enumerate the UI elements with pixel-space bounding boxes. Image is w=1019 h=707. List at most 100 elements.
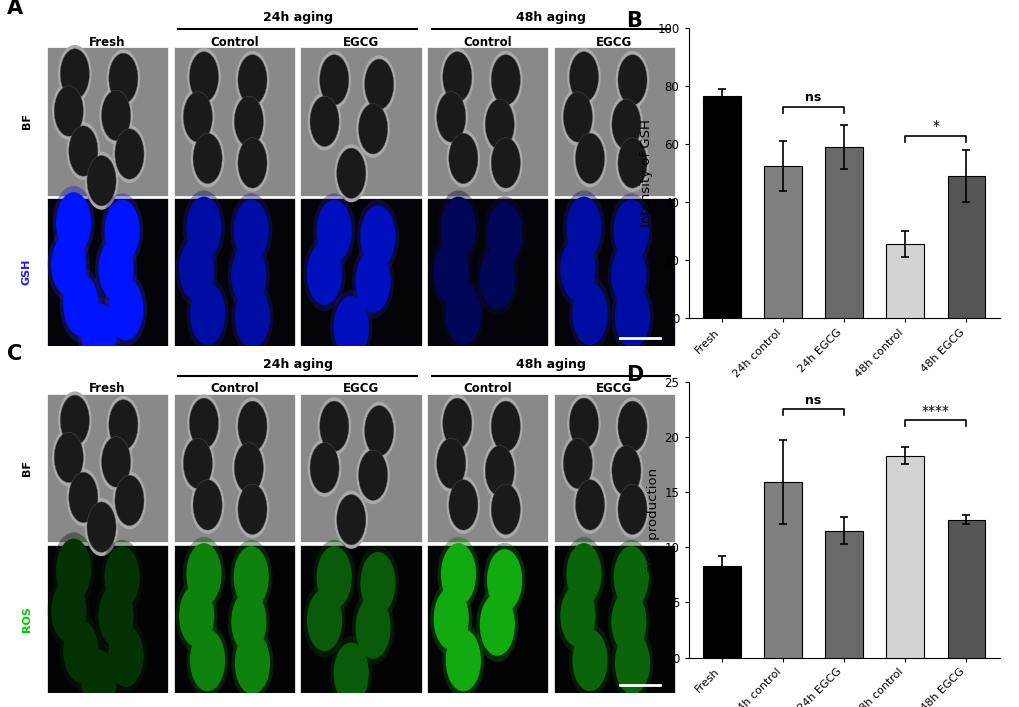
- Ellipse shape: [56, 192, 91, 255]
- Ellipse shape: [448, 133, 478, 184]
- Ellipse shape: [319, 54, 348, 105]
- Ellipse shape: [58, 392, 92, 450]
- Ellipse shape: [566, 543, 601, 605]
- Text: Control: Control: [463, 36, 512, 49]
- Ellipse shape: [440, 48, 474, 106]
- Ellipse shape: [559, 585, 595, 647]
- Ellipse shape: [68, 472, 98, 522]
- Ellipse shape: [87, 156, 116, 206]
- Bar: [947, 520, 984, 658]
- Ellipse shape: [434, 88, 468, 146]
- Ellipse shape: [193, 479, 222, 530]
- Ellipse shape: [313, 194, 355, 268]
- Bar: [824, 147, 862, 318]
- Text: D: D: [626, 366, 643, 385]
- Bar: [427, 198, 548, 346]
- Ellipse shape: [352, 590, 393, 665]
- Bar: [553, 394, 675, 542]
- Ellipse shape: [51, 580, 87, 643]
- Ellipse shape: [85, 498, 118, 556]
- Ellipse shape: [231, 590, 266, 653]
- Ellipse shape: [77, 643, 120, 707]
- Text: 24h aging: 24h aging: [262, 11, 332, 25]
- Ellipse shape: [181, 434, 214, 492]
- Ellipse shape: [107, 396, 140, 454]
- Bar: [427, 394, 548, 542]
- Ellipse shape: [310, 443, 338, 493]
- Ellipse shape: [99, 238, 133, 300]
- Ellipse shape: [362, 402, 395, 460]
- Ellipse shape: [575, 479, 604, 530]
- Ellipse shape: [182, 537, 225, 612]
- Ellipse shape: [105, 199, 140, 262]
- Ellipse shape: [82, 303, 116, 366]
- Ellipse shape: [486, 203, 522, 265]
- Ellipse shape: [436, 438, 466, 489]
- Ellipse shape: [436, 92, 466, 142]
- Ellipse shape: [183, 92, 212, 142]
- Ellipse shape: [479, 247, 515, 310]
- Ellipse shape: [618, 138, 646, 188]
- Text: EGCG: EGCG: [342, 382, 379, 395]
- Ellipse shape: [48, 228, 90, 302]
- Ellipse shape: [556, 232, 598, 307]
- Ellipse shape: [233, 199, 269, 262]
- Ellipse shape: [231, 626, 273, 701]
- Ellipse shape: [319, 401, 348, 452]
- Ellipse shape: [562, 190, 604, 265]
- Ellipse shape: [316, 199, 352, 262]
- Ellipse shape: [52, 532, 95, 607]
- Text: EGCG: EGCG: [342, 36, 379, 49]
- Ellipse shape: [82, 650, 116, 707]
- Ellipse shape: [190, 52, 218, 102]
- Ellipse shape: [60, 614, 102, 689]
- Ellipse shape: [609, 194, 652, 268]
- Ellipse shape: [569, 623, 610, 698]
- Ellipse shape: [313, 540, 355, 614]
- Ellipse shape: [237, 138, 267, 188]
- Text: Control: Control: [463, 382, 512, 395]
- Ellipse shape: [63, 620, 99, 682]
- Ellipse shape: [483, 197, 525, 271]
- Ellipse shape: [491, 484, 520, 534]
- Ellipse shape: [191, 129, 224, 187]
- Ellipse shape: [556, 578, 598, 653]
- Ellipse shape: [615, 134, 649, 192]
- Ellipse shape: [105, 272, 147, 346]
- Ellipse shape: [105, 619, 147, 693]
- Ellipse shape: [333, 296, 369, 358]
- Bar: [300, 47, 421, 196]
- Ellipse shape: [618, 401, 646, 452]
- Ellipse shape: [560, 434, 594, 492]
- Ellipse shape: [488, 397, 522, 455]
- Ellipse shape: [440, 543, 476, 605]
- Bar: [47, 544, 168, 693]
- Ellipse shape: [334, 144, 368, 202]
- Ellipse shape: [357, 199, 398, 274]
- Ellipse shape: [362, 55, 395, 113]
- Ellipse shape: [607, 238, 649, 312]
- Ellipse shape: [334, 491, 368, 549]
- Ellipse shape: [433, 588, 469, 650]
- Ellipse shape: [87, 502, 116, 552]
- Text: B: B: [626, 11, 642, 31]
- Ellipse shape: [445, 629, 481, 691]
- Ellipse shape: [95, 578, 138, 653]
- Ellipse shape: [234, 632, 270, 694]
- Ellipse shape: [566, 197, 601, 259]
- Ellipse shape: [186, 276, 228, 351]
- Ellipse shape: [317, 51, 351, 109]
- Ellipse shape: [476, 241, 518, 315]
- Ellipse shape: [364, 59, 393, 110]
- Ellipse shape: [618, 484, 646, 534]
- Ellipse shape: [336, 148, 366, 199]
- Ellipse shape: [182, 190, 225, 265]
- Ellipse shape: [190, 629, 225, 691]
- Bar: [947, 176, 984, 318]
- Ellipse shape: [230, 540, 272, 614]
- Ellipse shape: [235, 480, 269, 538]
- Ellipse shape: [190, 398, 218, 448]
- Ellipse shape: [442, 398, 472, 448]
- Ellipse shape: [52, 428, 86, 486]
- Ellipse shape: [356, 446, 389, 504]
